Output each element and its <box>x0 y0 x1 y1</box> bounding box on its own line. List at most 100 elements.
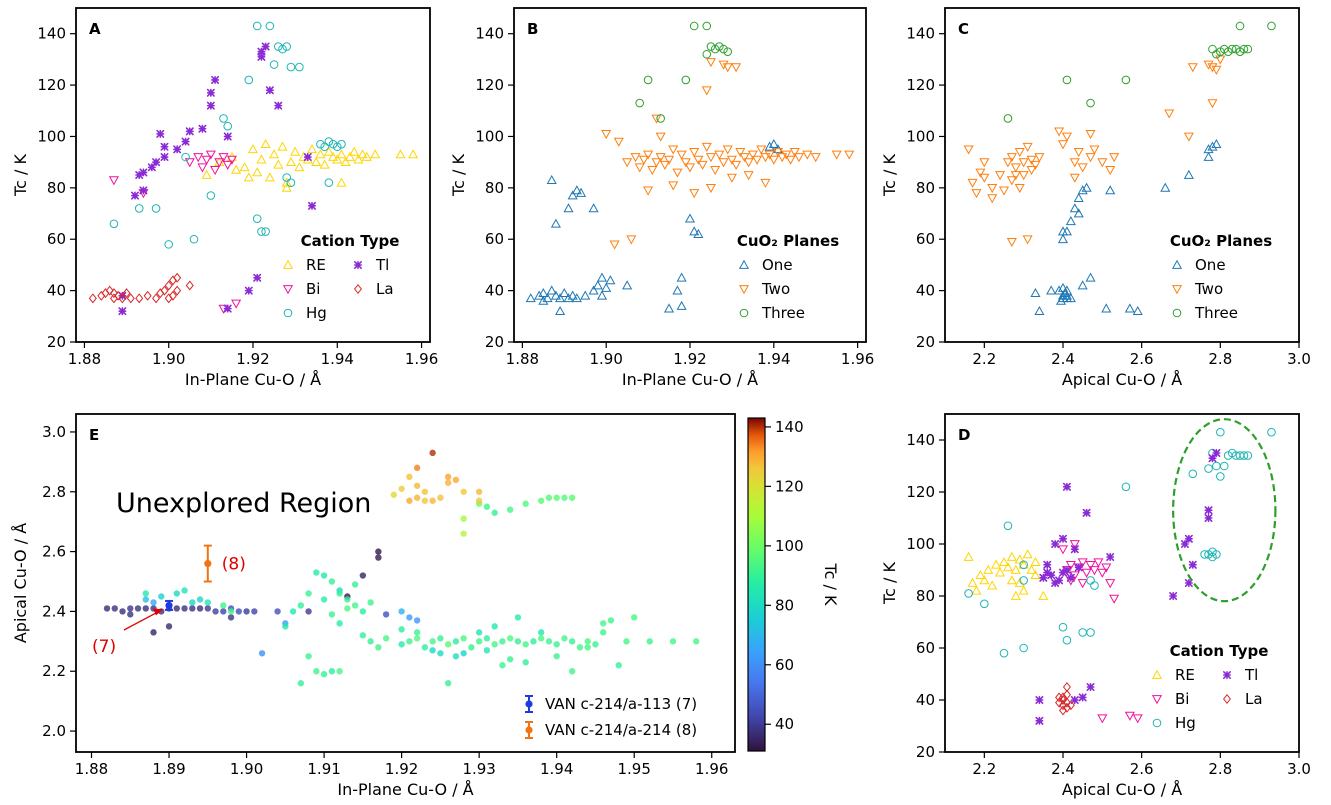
data-point <box>359 632 367 639</box>
data-point <box>1078 628 1087 637</box>
y-tick-label: 140 <box>475 25 504 43</box>
series-la <box>1055 681 1075 716</box>
data-point <box>1046 285 1057 295</box>
legend: Cation Type RE Bi Hg Tl La <box>282 232 399 322</box>
data-point <box>995 171 1006 181</box>
legend-marker <box>739 308 749 318</box>
x-tick-label: 1.94 <box>540 760 573 778</box>
data-point <box>772 148 784 158</box>
data-point <box>995 567 1006 577</box>
data-point <box>429 497 436 504</box>
y-tick-label: 2.8 <box>42 483 66 501</box>
data-point <box>328 139 338 149</box>
x-tick-label: 1.92 <box>236 350 269 368</box>
arrow-head <box>153 608 164 616</box>
data-point <box>701 86 712 96</box>
data-point <box>204 605 211 612</box>
data-point <box>220 608 227 615</box>
data-point <box>571 185 582 195</box>
data-point <box>206 88 215 97</box>
data-point <box>1235 21 1245 31</box>
data-point <box>1055 295 1067 305</box>
data-point <box>1010 163 1021 173</box>
data-point <box>710 166 721 176</box>
data-point <box>651 114 662 124</box>
data-point <box>1077 163 1088 173</box>
data-point <box>1010 564 1021 574</box>
annotation-ref-8: (8) <box>222 555 246 575</box>
data-point <box>1061 132 1072 142</box>
data-point <box>150 599 157 606</box>
data-point <box>370 149 381 159</box>
data-point <box>1051 540 1060 548</box>
legend-marker <box>282 259 294 269</box>
data-point <box>210 166 221 176</box>
data-point <box>382 611 390 618</box>
data-point <box>1086 576 1095 585</box>
data-point <box>1014 577 1025 587</box>
data-point <box>735 148 746 158</box>
data-point <box>1026 564 1037 574</box>
legend-marker <box>525 721 533 739</box>
data-point <box>1062 689 1071 700</box>
data-point <box>320 572 328 579</box>
data-point <box>676 150 687 160</box>
data-point <box>522 659 529 666</box>
data-point <box>227 614 235 621</box>
data-point <box>196 596 204 603</box>
data-point <box>1030 556 1041 567</box>
data-point <box>1085 272 1096 282</box>
data-point <box>1069 158 1080 168</box>
x-tick-label: 3.0 <box>1287 350 1311 368</box>
data-point <box>559 287 570 298</box>
series-la <box>88 272 194 304</box>
data-point <box>1077 558 1088 568</box>
data-point <box>227 608 235 615</box>
data-point <box>1026 155 1037 165</box>
y-tick-label: 2.2 <box>42 662 66 680</box>
data-point <box>305 608 312 615</box>
data-point <box>1058 692 1068 703</box>
data-point <box>344 596 351 603</box>
x-tick-label: 2.8 <box>1208 760 1232 778</box>
data-point <box>635 98 645 108</box>
data-point <box>444 641 452 648</box>
data-point <box>135 171 144 179</box>
data-point <box>550 290 561 300</box>
data-point <box>336 620 343 627</box>
data-point <box>282 42 292 51</box>
data-point <box>118 291 127 300</box>
data-point <box>793 153 805 163</box>
data-point <box>568 668 576 675</box>
x-axis-label: In-Plane Cu-O / Å <box>337 780 473 799</box>
data-point <box>406 638 413 645</box>
data-point <box>1054 127 1065 137</box>
data-point <box>336 149 347 159</box>
series-tl <box>1035 449 1221 725</box>
legend-marker <box>282 285 294 295</box>
data-point <box>584 644 591 651</box>
panel-b: 1.88 1.90 1.92 1.94 1.96 20 40 60 80 100 120 140 In-… <box>449 7 874 389</box>
data-point <box>269 149 280 159</box>
data-point <box>1121 75 1131 85</box>
data-point <box>452 653 460 660</box>
data-point <box>336 590 343 597</box>
data-point <box>253 273 262 282</box>
data-point <box>1047 571 1056 580</box>
data-point <box>1267 21 1276 31</box>
data-point <box>684 163 696 173</box>
colorbar <box>747 417 766 752</box>
data-point <box>390 491 398 498</box>
data-point <box>1035 696 1044 704</box>
legend: VAN c-214/a-113 (7) VAN c-214/a-214 (8) <box>525 695 697 739</box>
data-point <box>1034 305 1045 316</box>
data-point <box>584 638 591 645</box>
data-point <box>1073 148 1084 158</box>
data-point <box>714 150 725 160</box>
legend: CuO₂ Planes One Two Three <box>1170 232 1272 322</box>
data-point <box>1219 461 1229 471</box>
data-point <box>596 272 608 282</box>
data-point <box>789 148 800 158</box>
data-point <box>646 638 653 645</box>
data-point <box>109 219 119 229</box>
